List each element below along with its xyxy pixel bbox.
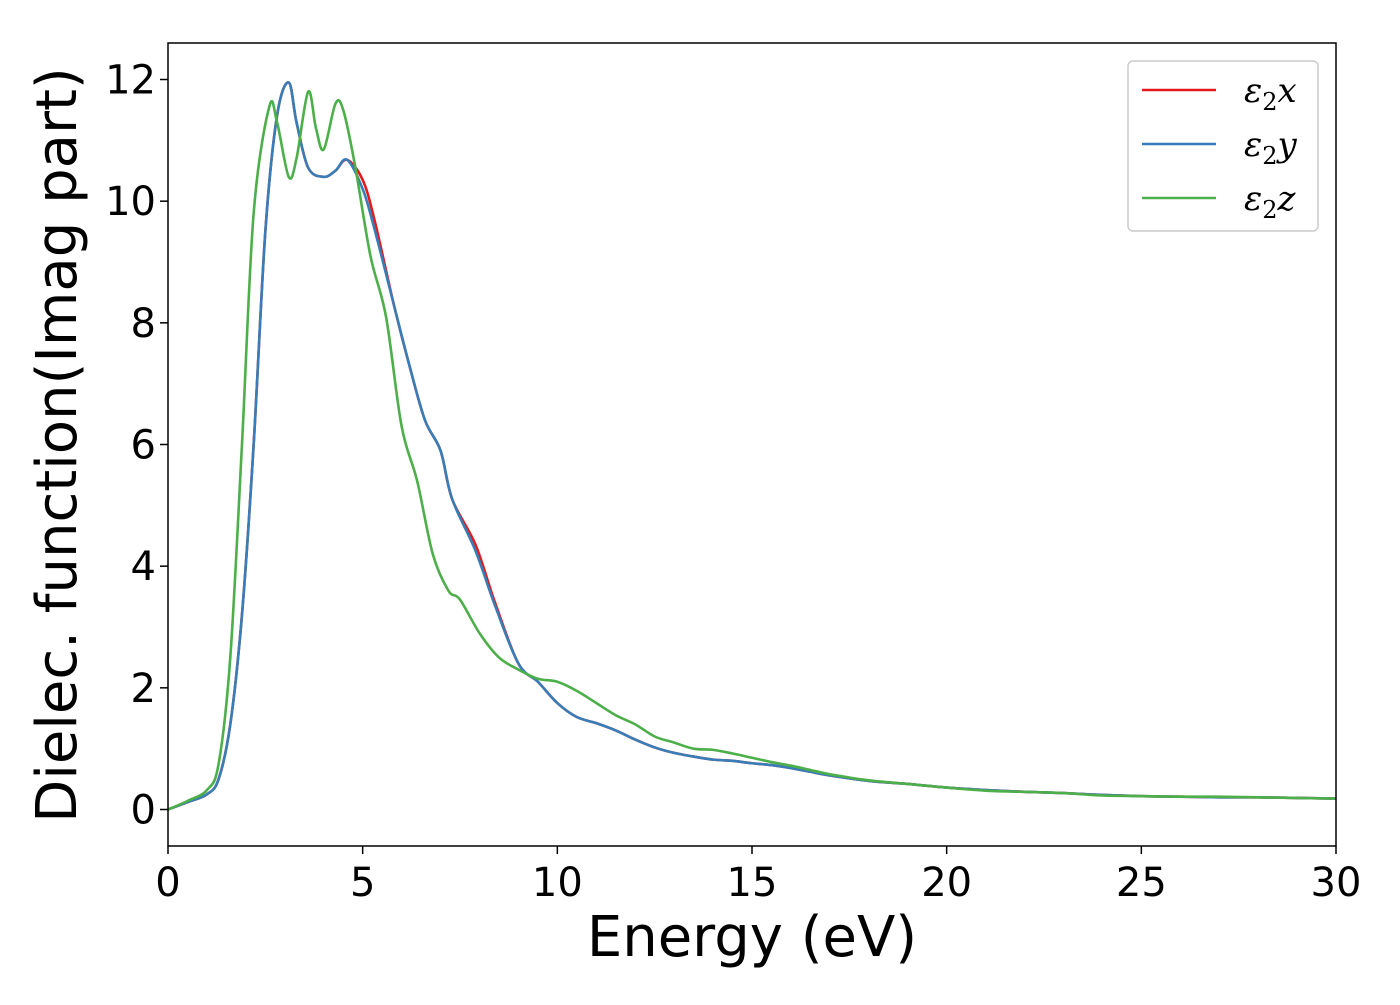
- y-axis-title: Dielec. function(Imag part): [25, 67, 90, 823]
- legend-label-z: ε2z: [1244, 179, 1297, 224]
- y-tick-label: 4: [131, 544, 156, 590]
- x-axis-ticks: 0 5 10 15 20 25 30: [155, 846, 1361, 906]
- legend-label-x: ε2x: [1244, 71, 1297, 116]
- y-tick-label: 2: [131, 666, 156, 712]
- y-tick-label: 8: [131, 301, 156, 347]
- y-tick-label: 10: [105, 179, 156, 225]
- x-tick-label: 30: [1311, 860, 1362, 906]
- x-tick-label: 15: [727, 860, 778, 906]
- y-tick-label: 12: [105, 58, 156, 104]
- x-tick-label: 20: [921, 860, 972, 906]
- series-layer: [167, 81, 1337, 811]
- series-line-z: [167, 90, 1337, 811]
- x-tick-label: 25: [1116, 860, 1167, 906]
- legend-label-y: ε2y: [1244, 125, 1298, 170]
- y-axis-ticks: 0 2 4 6 8 10 12: [105, 58, 168, 834]
- legend-entries: ε2x ε2y ε2z: [1142, 71, 1298, 224]
- x-tick-label: 10: [532, 860, 583, 906]
- legend-box: [1127, 60, 1319, 232]
- x-tick-label: 5: [350, 860, 375, 906]
- y-tick-label: 0: [131, 788, 156, 834]
- x-axis-title: Energy (eV): [587, 905, 917, 970]
- y-tick-label: 6: [131, 423, 156, 469]
- x-tick-label: 0: [155, 860, 180, 906]
- legend: ε2x ε2y ε2z: [1127, 60, 1319, 232]
